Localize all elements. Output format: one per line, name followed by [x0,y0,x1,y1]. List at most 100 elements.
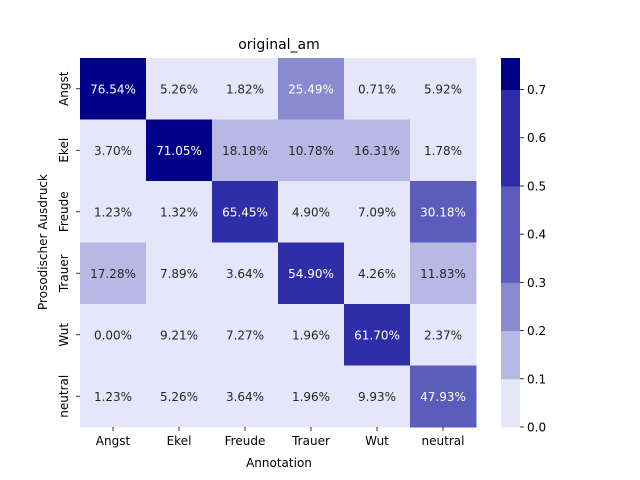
cell-label: 1.82% [226,82,264,96]
heatmap-cell [410,365,477,428]
cell-label: 61.70% [354,328,400,342]
cell-label: 76.54% [90,82,136,96]
cell-label: 1.96% [292,390,330,404]
cell-label: 0.00% [94,328,132,342]
colorbar-segment [501,234,520,283]
y-tick-label: Angst [57,71,71,106]
cell-label: 9.21% [160,328,198,342]
colorbar-tick-label: 0.5 [527,179,546,193]
colorbar-tick-label: 0.0 [527,421,546,435]
cell-label: 10.78% [288,144,334,158]
cell-label: 30.18% [420,205,466,219]
colorbar-segment [501,282,520,332]
y-tick-label: neutral [57,375,71,418]
cell-label: 18.18% [222,144,268,158]
cell-label: 3.70% [94,144,132,158]
cell-label: 7.27% [226,328,264,342]
cell-label: 1.23% [94,205,132,219]
chart-title: original_am [238,37,320,53]
x-tick-label: Angst [96,434,131,448]
x-tick-label: neutral [422,434,465,448]
heatmap-cell [146,181,213,243]
heatmap-cell [410,181,477,243]
heatmap-cell [410,58,477,120]
heatmap-cell [212,181,279,243]
heatmap-cell [278,304,345,366]
cell-label: 9.93% [358,390,396,404]
cell-label: 0.71% [358,82,396,96]
cell-label: 1.78% [424,144,462,158]
y-tick-label: Freude [57,191,71,232]
heatmap-cell [80,304,147,366]
colorbar-segment [501,185,520,235]
cell-label: 16.31% [354,144,400,158]
colorbar-segment [501,89,520,139]
cell-label: 2.37% [424,328,462,342]
y-axis: Angst Ekel Freude Trauer Wut neutral [57,71,80,418]
cell-label: 4.90% [292,205,330,219]
heatmap-cell [146,365,213,428]
heatmap-cell [146,58,213,120]
cell-label: 5.92% [424,82,462,96]
cell-label: 5.26% [160,390,198,404]
cell-label: 7.09% [358,205,396,219]
x-tick-label: Trauer [291,434,330,448]
colorbar-segment [501,378,520,428]
colorbar-segment [501,330,520,380]
x-tick-label: Wut [365,434,389,448]
heatmap-cell [344,365,411,428]
x-tick-label: Ekel [167,434,192,448]
cell-label: 54.90% [288,267,334,281]
cell-label: 1.96% [292,328,330,342]
heatmap-cell [212,242,279,305]
heatmap-cell [212,304,279,366]
heatmap-cell [344,58,411,120]
cell-label: 17.28% [90,267,136,281]
cell-label: 1.23% [94,390,132,404]
heatmap-cell [278,181,345,243]
heatmap-cell [278,58,345,120]
cell-label: 4.26% [358,267,396,281]
y-tick-label: Trauer [57,254,71,293]
colorbar-tick-label: 0.3 [527,276,546,290]
heatmap-cell [212,119,279,182]
colorbar-tick-label: 0.1 [527,372,546,386]
cell-label: 3.64% [226,390,264,404]
heatmap-cell [212,365,279,428]
colorbar-segment [501,58,520,91]
heatmap-cell [344,119,411,182]
cell-label: 5.26% [160,82,198,96]
cell-label: 1.32% [160,205,198,219]
x-axis: Angst Ekel Freude Trauer Wut neutral [96,427,465,448]
heatmap-cell [146,304,213,366]
x-tick-label: Freude [225,434,266,448]
heatmap-cell [80,365,147,428]
cell-label: 11.83% [420,267,466,281]
heatmap-cell [344,304,411,366]
heatmap-cell [344,181,411,243]
heatmap-cells: 76.54% 5.26% 1.82% 25.49% 0.71% 5.92% 3.70% 71.… [80,58,477,428]
colorbar-tick-label: 0.7 [527,83,546,97]
heatmap-cell [80,181,147,243]
cell-label: 7.89% [160,267,198,281]
heatmap-cell [278,365,345,428]
y-axis-label: Prosodischer Ausdruck [36,174,50,310]
heatmap-cell [146,242,213,305]
colorbar-tick-label: 0.4 [527,228,546,242]
heatmap-cell [80,242,147,305]
colorbar-segment [501,137,520,187]
heatmap-cell [212,58,279,120]
colorbar-tick-label: 0.6 [527,131,546,145]
heatmap-cell [344,242,411,305]
heatmap-cell [410,304,477,366]
y-tick-label: Wut [57,323,71,347]
heatmap-cell [278,242,345,305]
cell-label: 3.64% [226,267,264,281]
cell-label: 65.45% [222,205,268,219]
y-tick-label: Ekel [57,138,71,163]
heatmap-cell [80,119,147,182]
colorbar-tick-label: 0.2 [527,324,546,338]
heatmap-cell [410,119,477,182]
heatmap-cell [80,58,147,120]
